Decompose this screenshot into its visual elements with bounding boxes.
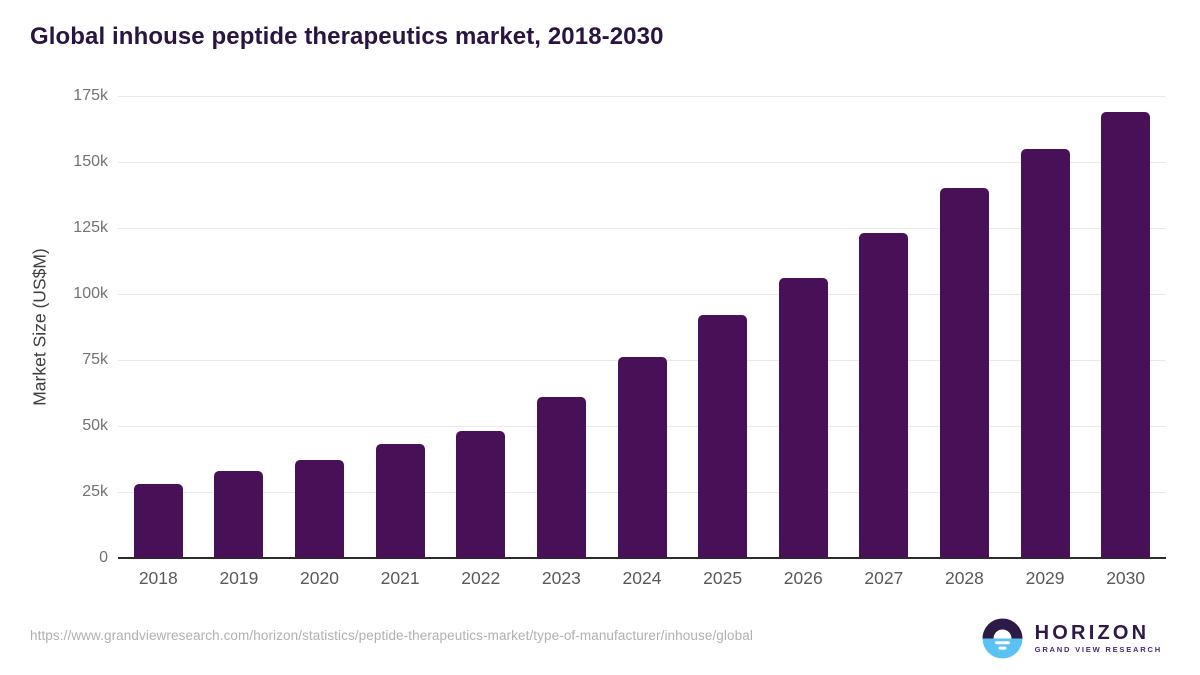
bar-2027[interactable]	[859, 233, 909, 558]
x-tick-label-2028: 2028	[944, 568, 984, 588]
chart-title: Global inhouse peptide therapeutics mark…	[30, 23, 664, 50]
gridline-175k	[118, 95, 1166, 97]
logo-text: HORIZON GRAND VIEW RESEARCH	[1035, 622, 1162, 655]
bar-2019[interactable]	[214, 471, 264, 558]
bar-2029[interactable]	[1020, 149, 1070, 558]
y-tick-label-50k: 50k	[82, 417, 108, 434]
source-url: https://www.grandviewresearch.com/horizo…	[30, 628, 753, 643]
y-tick-label-0: 0	[99, 549, 108, 566]
x-tick-label-2019: 2019	[219, 568, 259, 588]
x-axis-line	[118, 557, 1166, 559]
y-tick-label-125k: 125k	[73, 219, 108, 236]
y-tick-label-25k: 25k	[82, 483, 108, 500]
bar-2023[interactable]	[536, 397, 586, 558]
bar-2022[interactable]	[456, 431, 506, 558]
bar-2025[interactable]	[698, 315, 748, 558]
bar-2030[interactable]	[1101, 112, 1151, 558]
logo-brand: HORIZON	[1034, 622, 1150, 644]
x-tick-label-2025: 2025	[703, 568, 743, 588]
gridline-100k	[118, 293, 1166, 295]
y-tick-label-75k: 75k	[82, 351, 108, 368]
x-tick-label-2030: 2030	[1106, 568, 1146, 588]
bar-2026[interactable]	[778, 278, 828, 558]
horizon-sunset-icon	[982, 618, 1023, 659]
plot-area: 0 25k 50k 75k 100k 125k 150k 175k 2018 2019 2020 20…	[73, 87, 1166, 588]
x-tick-label-2018: 2018	[138, 568, 178, 588]
bar-2020[interactable]	[295, 460, 345, 558]
logo-subtitle: GRAND VIEW RESEARCH	[1034, 645, 1162, 654]
bar-2028[interactable]	[939, 188, 989, 558]
y-tick-label-175k: 175k	[73, 87, 108, 104]
y-tick-label-150k: 150k	[73, 153, 108, 170]
bar-2021[interactable]	[375, 444, 425, 558]
y-tick-label-100k: 100k	[73, 285, 108, 302]
horizon-logo: HORIZON GRAND VIEW RESEARCH	[980, 616, 1162, 661]
bar-2018[interactable]	[133, 484, 183, 558]
x-tick-label-2024: 2024	[622, 568, 662, 588]
x-tick-label-2026: 2026	[783, 568, 823, 588]
gridline-150k	[118, 161, 1166, 163]
x-tick-label-2023: 2023	[541, 568, 581, 588]
y-axis-title: Market Size (US$M)	[29, 248, 50, 406]
x-tick-label-2021: 2021	[380, 568, 420, 588]
gridline-125k	[118, 227, 1166, 229]
x-tick-label-2020: 2020	[300, 568, 339, 588]
x-tick-label-2029: 2029	[1025, 568, 1065, 588]
x-tick-label-2027: 2027	[864, 568, 904, 588]
bar-2024[interactable]	[617, 357, 667, 558]
x-tick-label-2022: 2022	[461, 568, 501, 588]
